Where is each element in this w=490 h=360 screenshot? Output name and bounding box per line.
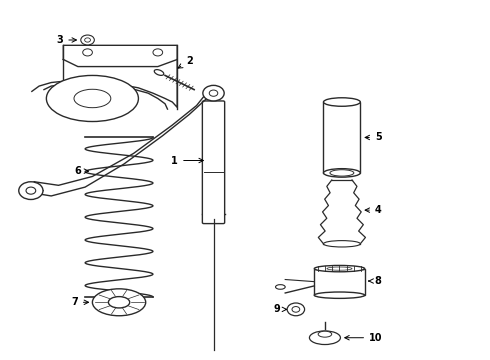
- Ellipse shape: [323, 168, 360, 177]
- Circle shape: [153, 49, 163, 56]
- Ellipse shape: [323, 98, 360, 106]
- Text: 6: 6: [74, 166, 89, 176]
- Text: 1: 1: [172, 156, 203, 166]
- Circle shape: [26, 187, 36, 194]
- Ellipse shape: [154, 69, 164, 75]
- FancyBboxPatch shape: [202, 101, 224, 224]
- Circle shape: [19, 182, 43, 199]
- Circle shape: [203, 85, 224, 101]
- Circle shape: [85, 38, 91, 42]
- Circle shape: [209, 90, 218, 96]
- Ellipse shape: [108, 297, 130, 308]
- Ellipse shape: [330, 170, 354, 176]
- Ellipse shape: [314, 292, 365, 298]
- Ellipse shape: [47, 76, 138, 122]
- Text: 2: 2: [178, 56, 193, 68]
- Text: 5: 5: [365, 132, 382, 143]
- Text: 7: 7: [71, 297, 89, 307]
- Ellipse shape: [93, 289, 146, 316]
- Circle shape: [292, 306, 300, 312]
- Circle shape: [81, 35, 95, 45]
- Ellipse shape: [318, 331, 332, 337]
- Ellipse shape: [74, 89, 111, 108]
- Text: 8: 8: [369, 276, 382, 286]
- Text: 4: 4: [365, 205, 382, 215]
- Text: 10: 10: [345, 333, 383, 343]
- Bar: [323, 102, 360, 173]
- Ellipse shape: [314, 265, 365, 272]
- Bar: [314, 269, 365, 295]
- Ellipse shape: [309, 331, 341, 345]
- Circle shape: [287, 303, 305, 316]
- Ellipse shape: [275, 285, 285, 289]
- Text: 9: 9: [273, 304, 287, 314]
- Text: 3: 3: [56, 35, 76, 45]
- Circle shape: [83, 49, 93, 56]
- Ellipse shape: [323, 240, 360, 247]
- Ellipse shape: [327, 267, 352, 270]
